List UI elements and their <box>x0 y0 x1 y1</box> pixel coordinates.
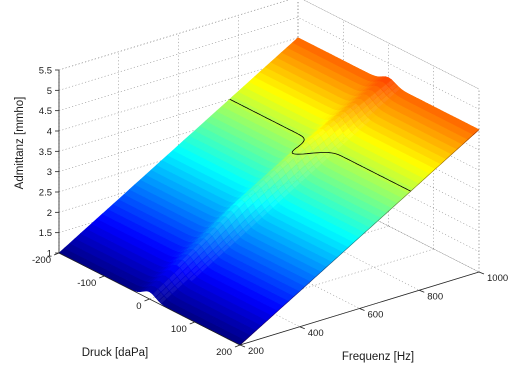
x-tick <box>299 326 305 330</box>
y-tick-label: 0 <box>136 301 141 312</box>
z-gridline <box>58 179 480 273</box>
y-tick <box>53 252 60 256</box>
x-tick-label: 1000 <box>487 273 508 284</box>
surface-front-edge <box>239 129 480 346</box>
z-tick-label: 3.5 <box>39 147 52 158</box>
labels-layer: Frequenz [Hz] Druck [daPa] Admittanz [mm… <box>14 97 414 363</box>
y-tick-label: 100 <box>171 324 187 335</box>
contour-layer <box>229 98 480 346</box>
surface-layer <box>58 37 480 346</box>
x-tick <box>239 344 246 348</box>
x-axis-title: Frequenz [Hz] <box>342 351 414 363</box>
contour-line <box>229 98 411 192</box>
y-tick <box>99 275 105 279</box>
y-tick-label: 200 <box>216 347 232 358</box>
x-tick-label: 200 <box>248 346 264 357</box>
y-axis-title: Druck [daPa] <box>82 347 148 359</box>
x-tick-label: 400 <box>308 328 324 339</box>
y-tick <box>189 321 195 325</box>
x-tick <box>478 271 485 275</box>
z-tick-label: 3 <box>47 167 52 178</box>
x-tick <box>359 308 365 311</box>
z-tick-label: 1 <box>47 249 52 260</box>
z-gridline <box>58 139 480 232</box>
y-tick <box>144 298 150 302</box>
z-tick-label: 4.5 <box>39 106 52 117</box>
x-tick <box>419 289 425 293</box>
y-tick-label: -200 <box>32 255 51 266</box>
z-gridline <box>58 17 480 110</box>
z-tick-label: 5 <box>47 86 52 97</box>
z-tick-label: 4 <box>47 127 52 138</box>
axes-layer: 1 1.5 2 2.5 3 3.5 4 4.5 5 5.5 -200 -100 0 100 200 200 40… <box>32 66 508 359</box>
y-tick-label: -100 <box>77 278 96 289</box>
y-tick <box>234 344 241 348</box>
x-tick-label: 600 <box>368 310 384 321</box>
z-gridline <box>58 0 480 90</box>
z-tick-label: 5.5 <box>39 66 52 77</box>
z-gridline <box>58 159 480 252</box>
x-tick-label: 800 <box>427 291 443 302</box>
z-tick-label: 1.5 <box>39 228 52 239</box>
z-axis-title: Admittanz [mmho] <box>14 97 26 190</box>
z-tick-label: 2.5 <box>39 188 52 199</box>
z-tick-label: 2 <box>47 208 52 219</box>
